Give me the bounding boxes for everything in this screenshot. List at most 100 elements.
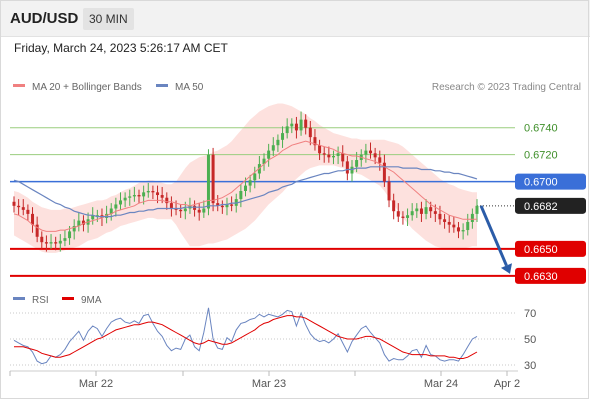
candle-body [382,162,386,182]
candle-body [174,208,178,210]
candle-body [475,205,479,214]
ma50-line [13,166,478,218]
candle-body [244,185,247,191]
candle-body [109,208,113,214]
candle-body [447,221,451,225]
candle-body [179,209,183,212]
ma20-line [13,140,477,232]
resistance-label: 0.6720 [524,150,558,162]
candle-body [21,207,25,210]
candle-body [114,204,118,209]
candle-body [49,242,53,244]
candle-body [220,205,224,208]
last-price-box [515,197,586,214]
candle-body [401,216,405,218]
candle-body [285,126,289,134]
timestamp: Friday, March 24, 2023 5:26:17 AM CET [14,41,228,55]
candle-body [105,213,109,218]
timeframe-badge[interactable]: 30 MIN [83,8,134,30]
rsi-tick-label: 70 [524,308,536,320]
candle-body [253,173,257,181]
price-levels-layer [10,127,515,277]
candle-body [63,238,67,241]
candle-body [17,205,21,208]
candle-body [151,191,155,193]
candle-body [318,145,322,154]
candle-body [216,203,220,206]
candle-body [193,205,197,210]
ma50-legend-label: MA 50 [175,82,204,93]
candle-body [466,221,470,231]
candle-body [156,192,160,196]
rsi-legend-swatch [13,297,25,300]
candle-body [392,200,396,212]
candle-body [202,208,206,213]
chart-header: AUD/USD 30 MIN [0,0,590,37]
candle-body [429,207,433,212]
candle-body [137,195,141,197]
x-tick-label: Mar 22 [79,378,113,390]
candle-body [31,213,35,225]
candle-body [77,220,81,227]
candle-body [327,154,331,158]
candle-body [262,158,266,165]
candle-body [58,240,62,244]
candle-body [169,203,173,209]
candle-body [271,145,275,151]
candle-body [378,157,382,163]
candle-body [336,153,340,156]
ma50-legend-swatch [156,84,168,87]
support-label-box [515,267,586,284]
candle-body [443,219,447,222]
rsi-legend: RSI 9MA [13,295,102,306]
candle-body [54,242,58,244]
candle-body [239,191,243,200]
candle-body [410,211,414,216]
candle-body [470,213,474,222]
candle-body [304,119,308,128]
last-price-label: 0.6682 [524,201,558,213]
resistance-label: 0.6740 [524,123,558,135]
symbol-label: AUD/USD [10,10,79,27]
candle-body [438,213,442,220]
projection-arrow [479,205,512,274]
candle-body [81,220,85,225]
rsi-tick-label: 50 [524,334,536,346]
candle-body [40,236,44,243]
candle-body [299,119,303,131]
candle-body [44,242,48,244]
x-tick-label: Mar 24 [424,378,458,390]
copyright-text: Research © 2023 Trading Central [432,82,581,93]
candle-body [406,215,410,218]
candle-body [206,154,210,209]
candle-body [331,155,335,158]
candle-body [160,195,164,198]
rsi-tick-label: 30 [524,360,536,372]
candle-body [276,139,280,146]
candle-body [123,197,127,201]
projection-arrow-shaft [479,205,508,267]
candle-body [396,211,400,217]
candle-body [461,230,465,232]
candle-body [290,123,294,127]
rsi-panel: 70 50 30 [10,307,536,372]
price-legend: MA 20 + Bollinger Bands MA 50 Research ©… [13,82,581,93]
ma9-legend-label: 9MA [81,295,102,306]
candle-body [415,208,419,212]
projection-arrow-head [500,263,512,274]
candle-body [424,207,428,214]
x-tick-label: Mar 23 [252,378,286,390]
candle-body [183,208,187,212]
candle-body [322,153,326,155]
candle-body [132,195,136,197]
candle-body [211,154,215,204]
candle-body [234,199,238,206]
candle-body [452,224,456,228]
candle-body [91,215,95,220]
candle-body [197,209,201,213]
candle-body [364,150,368,155]
candle-body [26,209,30,214]
candle-body [294,123,298,131]
